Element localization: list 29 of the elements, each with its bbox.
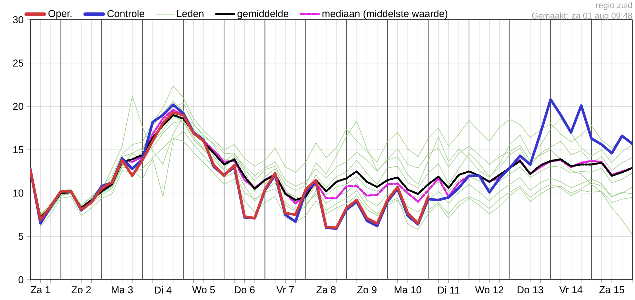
y-tick-label: 10 [14, 190, 24, 197]
x-tick-label: Do 13 [518, 286, 544, 294]
x-tick-label: Wo 5 [192, 286, 216, 294]
x-tick-label: Ma 3 [112, 286, 134, 294]
text: regio zuid [596, 2, 632, 10]
x-tick-label: Zo 9 [358, 286, 377, 294]
y-tick-label: 15 [14, 146, 24, 154]
x-tick-label: Wo 12 [475, 286, 504, 294]
x-tick-label: Di 11 [438, 286, 460, 294]
x-tick-label: Za 1 [31, 286, 50, 294]
annotation: Gemaakt: za 01 aug 09:48 [532, 12, 632, 21]
y-tick-label: 30 [13, 16, 24, 24]
y-tick-label: 0 [18, 276, 24, 284]
legend-label: Oper. [48, 10, 72, 20]
x-tick-label: Di 4 [155, 286, 172, 294]
x-tick-label: Zo 2 [72, 286, 92, 294]
x-tick-label: Vr 7 [276, 286, 294, 294]
x-tick-label: Za 8 [316, 286, 336, 294]
y-tick-label: 25 [13, 60, 24, 67]
x-tick-label: Za 15 [600, 286, 624, 294]
x-tick-label: Do 6 [235, 286, 255, 294]
x-tick-label: Ma 10 [394, 286, 422, 294]
legend-label: mediaan (middelste waarde) [322, 10, 448, 20]
x-tick-label: Vr 14 [560, 286, 583, 294]
legend-label: gemiddelde [238, 10, 289, 20]
legend-label: Controle [108, 10, 145, 18]
legend-label: Leden [177, 10, 204, 18]
y-tick-label: 5 [18, 233, 24, 240]
y-tick-label: 20 [13, 103, 24, 110]
